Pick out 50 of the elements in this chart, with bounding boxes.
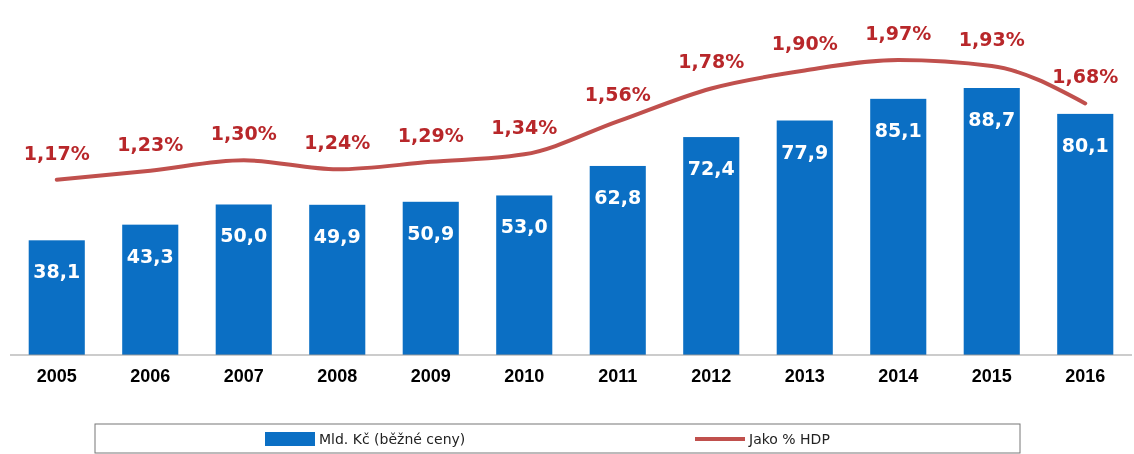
data-label: 1,90% [771,32,838,55]
data-label: 50,0 [220,224,268,247]
bar [1057,113,1114,355]
bar [309,204,366,355]
data-label: 53,0 [500,215,548,238]
data-label: 49,9 [313,224,361,247]
bar [122,224,179,355]
bar [402,201,459,355]
data-label: 1,34% [491,116,558,139]
x-tick-label: 2014 [878,365,919,386]
data-label: 1,68% [1052,65,1119,88]
data-label: 1,78% [678,50,745,73]
bar [28,240,85,355]
data-label: 72,4 [687,157,735,180]
bar [215,204,272,355]
legend-label: Mld. Kč (běžné ceny) [319,431,466,447]
bar [496,195,553,355]
data-label: 1,97% [865,22,932,44]
x-tick-label: 2009 [410,365,451,386]
bar [589,165,646,355]
x-tick-label: 2010 [504,365,545,386]
x-tick-label: 2016 [1065,365,1106,386]
data-label: 1,29% [397,123,464,146]
legend-label: Jako % HDP [748,431,830,447]
x-tick-label: 2015 [971,365,1012,386]
data-label: 1,30% [210,122,277,145]
data-label: 38,1 [33,260,81,283]
data-label: 62,8 [594,185,642,208]
x-tick-label: 2012 [691,365,732,386]
data-label: 1,24% [304,131,371,154]
x-tick-label: 2005 [36,365,77,386]
x-tick-label: 2011 [598,365,638,386]
x-tick-label: 2006 [130,365,171,386]
data-label: 1,23% [117,132,184,155]
x-tick-label: 2008 [317,365,358,386]
data-label: 80,1 [1061,133,1109,156]
data-label: 43,3 [126,244,174,267]
bar [683,137,740,355]
data-label: 85,1 [874,118,922,141]
bar [776,120,833,355]
data-label: 1,56% [584,83,651,106]
data-label: 1,93% [958,27,1025,50]
data-label: 88,7 [968,108,1016,130]
bar [870,98,927,355]
x-tick-label: 2013 [784,365,825,386]
bar [963,88,1020,355]
data-label: 50,9 [407,221,455,244]
x-tick-label: 2007 [223,365,264,386]
data-label: 1,17% [23,141,90,164]
data-label: 77,9 [781,140,829,163]
